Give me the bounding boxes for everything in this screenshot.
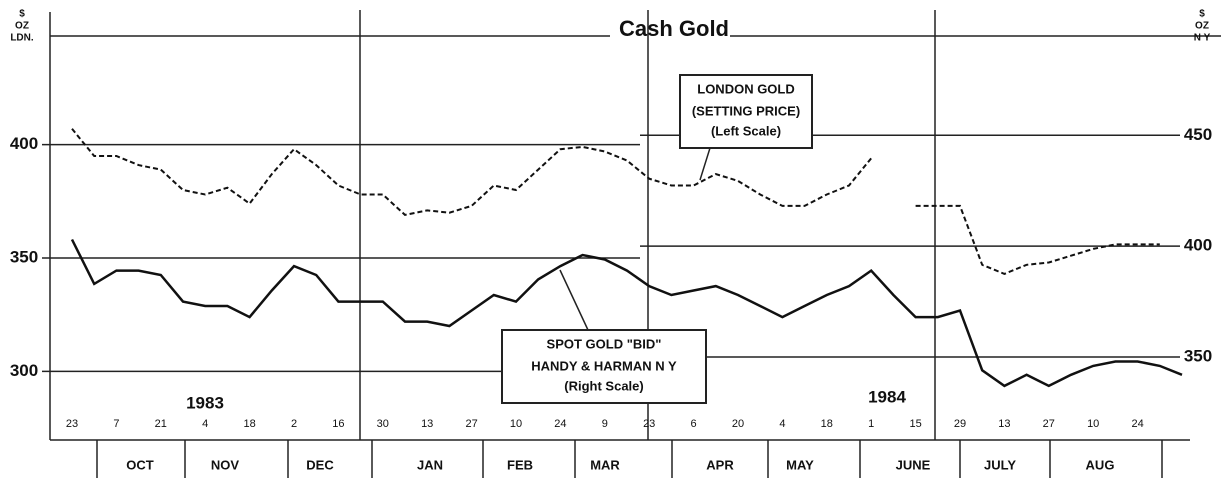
x-tick-label: 18 <box>243 418 255 430</box>
pointer <box>699 147 711 181</box>
x-tick-label: 4 <box>202 418 208 430</box>
y2-tick-label: 400 <box>1184 236 1212 255</box>
chart-title: Cash Gold <box>619 16 729 41</box>
series-line <box>70 238 1183 388</box>
month-label: MAY <box>786 457 814 472</box>
month-label: NOV <box>211 457 240 472</box>
year-label: 1984 <box>868 387 906 406</box>
month-label: DEC <box>306 457 334 472</box>
x-tick-label: 27 <box>465 418 477 430</box>
annotation-line: (Right Scale) <box>564 378 643 393</box>
y-tick-label: 300 <box>10 361 38 380</box>
x-tick-label: 23 <box>643 418 655 430</box>
annotation-line: (Left Scale) <box>711 123 781 138</box>
x-tick-label: 10 <box>510 418 522 430</box>
x-tick-label: 23 <box>66 418 78 430</box>
x-tick-label: 24 <box>1131 418 1143 430</box>
x-tick-label: 13 <box>998 418 1010 430</box>
legend-label: SPOT GOLD "BID" <box>547 336 662 351</box>
annotation-box <box>501 329 707 404</box>
annotation-line: (SETTING PRICE) <box>692 103 800 118</box>
x-tick-label: 20 <box>732 418 744 430</box>
x-tick-label: 7 <box>113 418 119 430</box>
month-label: MAR <box>590 457 620 472</box>
x-tick-label: 30 <box>377 418 389 430</box>
x-tick-label: 6 <box>691 418 697 430</box>
annotation-line: HANDY & HARMAN N Y <box>531 358 677 373</box>
month-label: FEB <box>507 457 533 472</box>
x-tick-label: 4 <box>779 418 785 430</box>
x-tick-label: 1 <box>868 418 874 430</box>
x-tick-label: 16 <box>332 418 344 430</box>
y2-tick-label: 450 <box>1184 125 1212 144</box>
x-tick-label: 27 <box>1043 418 1055 430</box>
month-label: AUG <box>1086 457 1115 472</box>
month-label: JAN <box>417 457 443 472</box>
month-label: APR <box>706 457 734 472</box>
series-line <box>71 128 1160 275</box>
y2-axis-label: N Y <box>1194 33 1211 44</box>
month-label: JULY <box>984 457 1016 472</box>
month-label: OCT <box>126 457 154 472</box>
y-axis-label: $ <box>19 9 25 20</box>
x-tick-label: 29 <box>954 418 966 430</box>
x-tick-label: 18 <box>821 418 833 430</box>
x-tick-label: 10 <box>1087 418 1099 430</box>
pointer <box>559 269 589 331</box>
x-tick-label: 15 <box>909 418 921 430</box>
y-axis-label: OZ <box>15 21 29 32</box>
x-tick-label: 24 <box>554 418 566 430</box>
y-tick-label: 350 <box>10 247 38 266</box>
year-label: 1983 <box>186 393 224 412</box>
annotation-box <box>679 74 813 149</box>
legend-label: LONDON GOLD <box>697 81 795 96</box>
y2-axis-label: OZ <box>1195 21 1209 32</box>
x-tick-label: 13 <box>421 418 433 430</box>
y2-tick-label: 350 <box>1184 347 1212 366</box>
month-label: JUNE <box>896 457 931 472</box>
title-backdrop <box>618 16 730 48</box>
y-axis-label: LDN. <box>10 33 34 44</box>
x-tick-label: 2 <box>291 418 297 430</box>
y-tick-label: 400 <box>10 134 38 153</box>
x-tick-label: 9 <box>602 418 608 430</box>
y2-axis-label: $ <box>1199 9 1205 20</box>
x-tick-label: 21 <box>155 418 167 430</box>
